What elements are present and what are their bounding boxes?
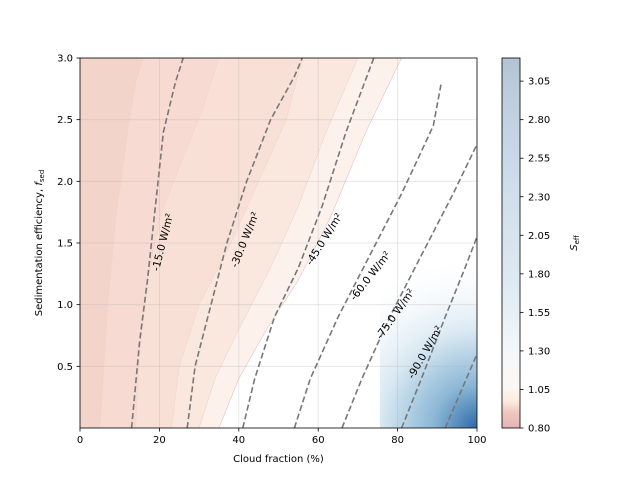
colorbar-gradient: [502, 58, 520, 428]
colorbar-tick-label: 2.55: [528, 154, 550, 165]
contour-line: [444, 353, 477, 428]
y-axis-ticks: 0.5 1.0 1.5 2.0 2.5 3.0: [57, 54, 80, 373]
blue-corner-fill: [380, 240, 477, 428]
y-tick-label: 2.5: [57, 115, 73, 126]
x-axis-label: Cloud fraction (%): [233, 454, 324, 465]
colorbar-tick-label: 2.30: [528, 192, 550, 203]
y-tick-label: 0.5: [57, 362, 73, 373]
y-tick-label: 3.0: [57, 54, 73, 65]
y-axis-label-text: Sedimentation efficiency,: [34, 186, 45, 317]
contour-line: [341, 143, 477, 428]
y-tick-label: 1.5: [57, 239, 73, 250]
y-axis-label: Sedimentation efficiency, fsed: [34, 170, 46, 317]
colorbar-label-subscript: eff: [573, 235, 581, 244]
contour-line: [130, 58, 184, 428]
contour-line: [186, 58, 304, 428]
filled-contour-regions: [80, 58, 402, 428]
colorbar-ticks: 0.80 1.05 1.30 1.55 1.80 2.05 2.30 2.55 2.80 3.05: [520, 77, 550, 435]
contour-lines: [130, 58, 477, 428]
x-tick-label: 0: [77, 435, 83, 446]
contour-fill-layer: [80, 58, 477, 428]
x-tick-label: 40: [232, 435, 245, 446]
colorbar-tick-label: 1.30: [528, 346, 550, 357]
x-tick-label: 20: [153, 435, 166, 446]
colorbar-tick-label: 0.80: [528, 424, 550, 435]
x-tick-label: 80: [391, 435, 404, 446]
y-tick-label: 2.0: [57, 177, 73, 188]
filled-region: [80, 58, 402, 428]
y-axis-label-subscript: sed: [38, 170, 46, 182]
contour-line: [400, 236, 477, 428]
colorbar-label: Seff: [569, 235, 581, 251]
y-tick-label: 1.0: [57, 300, 73, 311]
colorbar-tick-label: 1.80: [528, 269, 550, 280]
colorbar-tick-label: 3.05: [528, 77, 550, 88]
colorbar-frame: [501, 57, 521, 429]
colorbar-tick-label: 2.05: [528, 231, 550, 242]
contour-line: [293, 82, 443, 428]
colorbar-label-symbol: S: [569, 244, 580, 251]
colorbar-tick-label: 1.55: [528, 308, 550, 319]
y-axis-label-symbol: f: [34, 181, 45, 186]
contour-line: [242, 58, 375, 428]
grid: [80, 58, 477, 428]
colorbar-tick-label: 1.05: [528, 385, 550, 396]
x-tick-label: 60: [312, 435, 325, 446]
colorbar-tick-label: 2.80: [528, 115, 550, 126]
x-axis-ticks: 0 20 40 60 80 100: [77, 428, 487, 446]
x-tick-label: 100: [467, 435, 486, 446]
